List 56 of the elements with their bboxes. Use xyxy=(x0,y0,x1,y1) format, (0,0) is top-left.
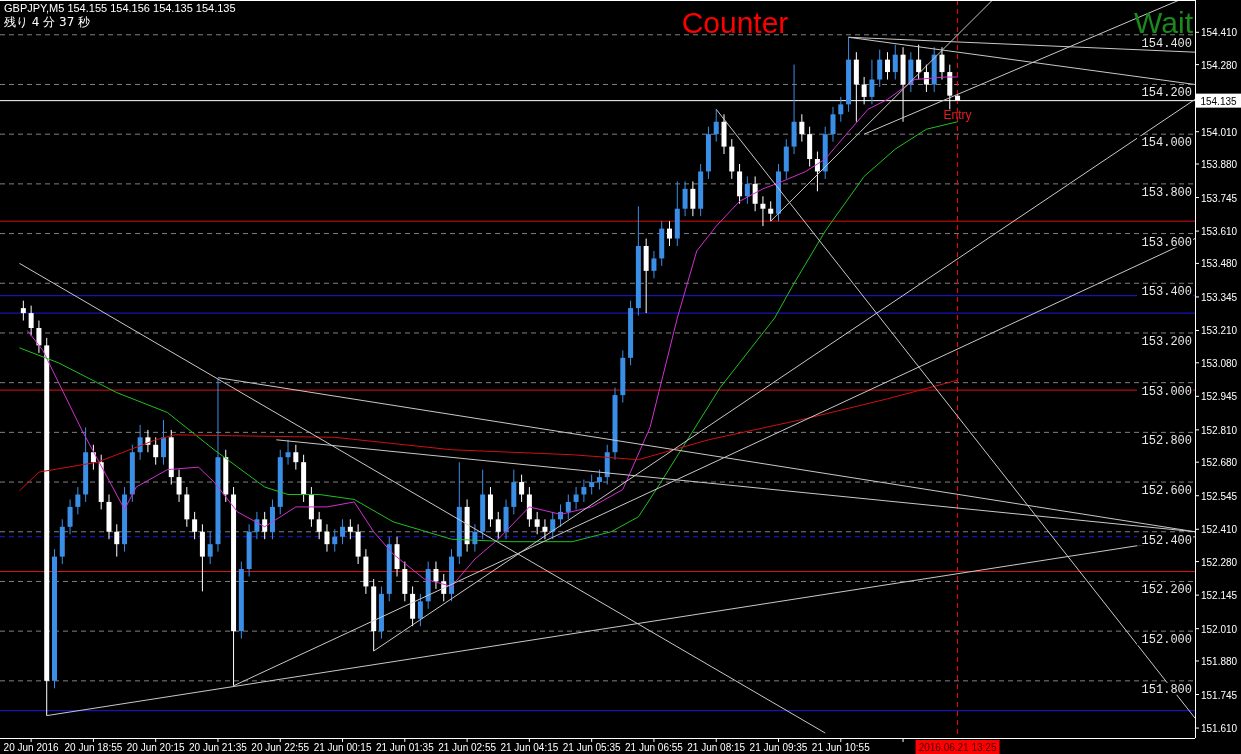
x-tick-label: 20 Jun 2016 xyxy=(3,742,60,753)
x-tick-label: 21 Jun 02:55 xyxy=(438,742,497,753)
x-tick-label: 21 Jun 06:55 xyxy=(625,742,684,753)
ref-line-label: 153.000 xyxy=(1141,384,1192,399)
x-tick-label: 20 Jun 22:55 xyxy=(251,742,310,753)
y-tick-label: 153.210 xyxy=(1201,325,1238,337)
x-tick-label: 21 Jun 01:35 xyxy=(375,742,435,753)
y-tick-label: 153.610 xyxy=(1201,226,1238,238)
x-tick-label: 21 Jun 05:35 xyxy=(562,742,622,753)
ref-line-label: 151.800 xyxy=(1141,682,1192,697)
ref-line-label: 152.000 xyxy=(1141,633,1192,648)
y-tick-label: 152.145 xyxy=(1201,590,1238,602)
y-tick-label: 152.545 xyxy=(1201,490,1238,502)
ref-line-label: 152.800 xyxy=(1141,434,1192,449)
x-tick-label: 20 Jun 20:15 xyxy=(126,742,186,753)
y-tick-label: 154.010 xyxy=(1201,126,1238,138)
y-tick-label: 153.745 xyxy=(1201,192,1238,204)
text: 残り 4 分 37 秒 xyxy=(4,15,91,29)
ref-line-label: 152.200 xyxy=(1141,583,1192,598)
ref-line-label: 2016.06.21 13:25 xyxy=(918,742,997,753)
y-tick-label: 153.080 xyxy=(1201,357,1238,369)
y-tick-label: 154.410 xyxy=(1201,27,1238,39)
y-tick-label: 153.880 xyxy=(1201,159,1238,170)
y-tick-label: 152.680 xyxy=(1201,457,1238,469)
y-tick-label: 151.610 xyxy=(1201,723,1238,735)
y-tick-label: 154.280 xyxy=(1201,59,1238,71)
ref-line-label: 154.135 xyxy=(1200,95,1238,107)
x-tick-label: 21 Jun 04:15 xyxy=(500,742,559,753)
chart-title: GBPJPY,M5 154.155 154.156 154.135 154.135 xyxy=(4,2,236,14)
x-tick-label: 20 Jun 18:55 xyxy=(64,742,123,753)
ref-line-label: 153.600 xyxy=(1141,235,1192,250)
y-tick-label: 152.810 xyxy=(1201,424,1238,436)
ref-line-label: 153.800 xyxy=(1141,185,1192,200)
x-tick-label: 21 Jun 08:15 xyxy=(687,742,746,753)
y-tick-label: 153.345 xyxy=(1201,291,1238,303)
annotation: Wait xyxy=(1134,6,1194,39)
ref-line-label: 154.000 xyxy=(1141,136,1192,151)
y-tick-label: 152.010 xyxy=(1201,623,1238,635)
x-tick-label: 21 Jun 00:15 xyxy=(313,742,372,753)
ref-line-label: 154.200 xyxy=(1141,86,1192,101)
y-tick-label: 152.945 xyxy=(1201,391,1238,403)
x-tick-label: 21 Jun 09:35 xyxy=(749,742,808,753)
y-tick-label: 151.745 xyxy=(1201,689,1238,701)
y-tick-label: 153.480 xyxy=(1201,258,1238,270)
annotation: Counter xyxy=(681,6,789,39)
ref-line-label: 154.400 xyxy=(1141,36,1192,51)
ref-line-label: 153.400 xyxy=(1141,285,1192,300)
annotation: Entry xyxy=(943,108,972,123)
y-tick-label: 152.410 xyxy=(1201,524,1238,536)
ref-line-label: 153.200 xyxy=(1141,334,1192,349)
x-tick-label: 21 Jun 10:55 xyxy=(811,742,871,753)
y-tick-label: 152.280 xyxy=(1201,556,1238,568)
x-tick-label: 20 Jun 21:35 xyxy=(189,742,248,753)
ref-line-label: 152.600 xyxy=(1141,484,1192,499)
y-tick-label: 151.880 xyxy=(1201,655,1238,667)
ref-line-label: 152.400 xyxy=(1141,533,1192,548)
